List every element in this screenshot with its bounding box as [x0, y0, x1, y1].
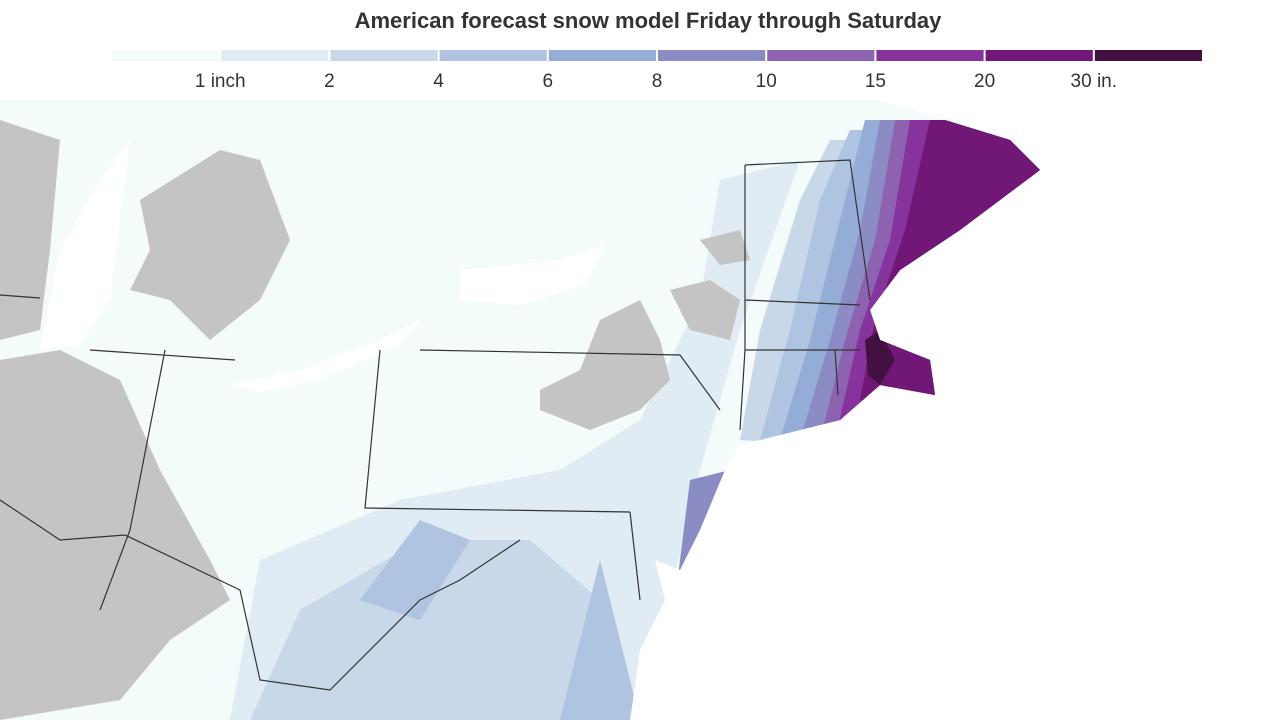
- legend-swatch: [767, 50, 875, 61]
- legend-swatch: [1094, 50, 1202, 61]
- state-borders: [0, 159, 871, 691]
- legend-label: 1 inch: [195, 71, 246, 92]
- legend-label: 6: [543, 71, 554, 92]
- lakes: [0, 95, 1280, 392]
- legend-swatch: [330, 50, 438, 61]
- legend-label: 8: [652, 71, 663, 92]
- legend: 1 inch 2 4 6 8 10 15 20 30 in.: [112, 50, 1202, 92]
- legend-label: 10: [756, 71, 777, 92]
- legend-swatch: [985, 50, 1093, 61]
- legend-label: 15: [865, 71, 886, 92]
- legend-label: 4: [433, 71, 444, 92]
- map: [0, 95, 1280, 720]
- legend-swatch: [548, 50, 656, 61]
- legend-swatch: [112, 50, 220, 61]
- legend-swatch: [221, 50, 329, 61]
- legend-label: 20: [974, 71, 995, 92]
- legend-swatch: [876, 50, 984, 61]
- low-snow-areas: [0, 120, 750, 720]
- title: American forecast snow model Friday thro…: [355, 8, 943, 33]
- legend-label: 2: [324, 71, 335, 92]
- legend-label: 30 in.: [1071, 71, 1117, 92]
- legend-swatch: [658, 50, 766, 61]
- legend-swatch: [439, 50, 547, 61]
